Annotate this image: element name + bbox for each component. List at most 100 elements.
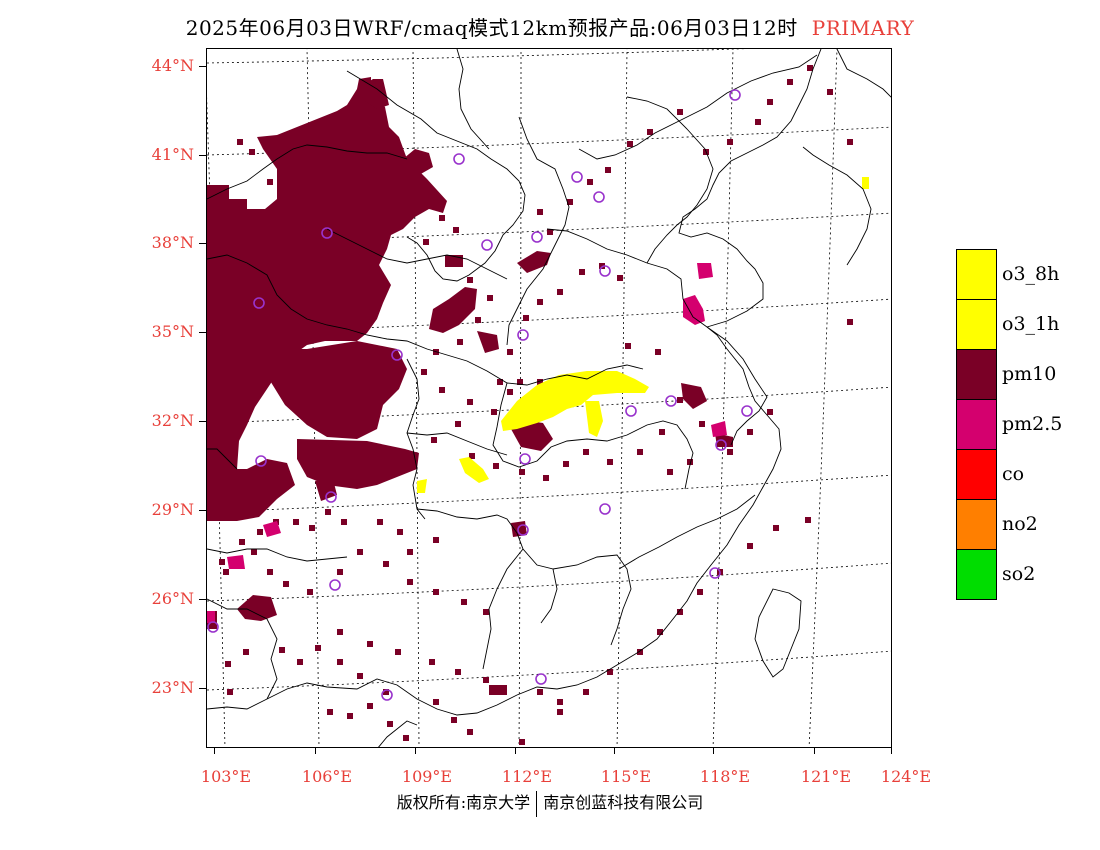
pm10-cell <box>455 669 461 675</box>
pm10-cell <box>657 629 663 635</box>
pm10-cell <box>337 629 343 635</box>
pm10-cell <box>557 289 563 295</box>
copyright-footer: 版权所有:南京大学 南京创蓝科技有限公司 <box>0 789 1100 817</box>
station-marker <box>535 673 547 685</box>
pm10-cell <box>461 599 467 605</box>
lat-label: 32°N <box>151 411 194 430</box>
pm10-cell <box>279 647 285 653</box>
border-line <box>378 720 418 747</box>
pm10-cell <box>239 539 245 545</box>
border-line <box>646 262 768 446</box>
map-title: 2025年06月03日WRF/cmaq模式12km预报产品:06月03日12时 P… <box>0 12 1100 41</box>
lon-label: 103°E <box>200 767 252 786</box>
pm10-cell <box>243 649 249 655</box>
pm10-cell <box>537 209 543 215</box>
pm10-cell <box>225 661 231 667</box>
pm10-cell <box>293 519 299 525</box>
pm10-cell <box>433 537 439 543</box>
pm10-cell <box>563 461 569 467</box>
lat-label: 38°N <box>151 233 194 252</box>
border-line <box>207 548 348 562</box>
border-line <box>456 49 490 150</box>
pm10-cell <box>727 139 733 145</box>
lat-label: 29°N <box>151 500 194 519</box>
border-line <box>552 554 632 646</box>
pm10-area <box>207 459 295 521</box>
pm10-cell <box>243 229 249 235</box>
station-marker <box>625 405 637 417</box>
pm10-cell <box>341 519 347 525</box>
station-marker <box>593 191 605 203</box>
legend-swatch <box>956 299 997 350</box>
border-line <box>207 254 508 384</box>
pm10-cell <box>497 379 503 385</box>
pm10-area <box>237 595 277 621</box>
pm10-cell <box>315 645 321 651</box>
pm10-cell <box>755 119 761 125</box>
o3-area <box>585 401 603 437</box>
station-marker <box>391 349 403 361</box>
pm10-cell <box>537 299 543 305</box>
pm10-cell <box>467 399 473 405</box>
station-marker <box>481 239 493 251</box>
legend-label: no2 <box>1002 513 1038 535</box>
lat-tick <box>199 421 206 422</box>
border-line <box>836 49 891 98</box>
lon-label: 106°E <box>301 767 353 786</box>
pm10-area <box>315 479 337 501</box>
pm10-cell <box>451 717 457 723</box>
lat-tick <box>199 688 206 689</box>
pm10-cell <box>557 699 563 705</box>
pm10-cell <box>579 269 585 275</box>
pm10-cell <box>395 649 401 655</box>
legend-label: o3_1h <box>1002 313 1060 335</box>
pm10-cell <box>457 339 463 345</box>
pm10-area <box>517 251 551 273</box>
border-line <box>326 228 508 280</box>
latitude-gridline <box>207 49 746 64</box>
pm10-cell <box>467 277 473 283</box>
pm25-area <box>711 421 727 437</box>
border-line <box>207 448 238 470</box>
map-frame <box>206 48 892 748</box>
border-line <box>546 228 648 264</box>
monitoring-stations <box>207 89 753 701</box>
pm10-cell <box>467 729 473 735</box>
lon-label: 109°E <box>401 767 453 786</box>
pm10-cell <box>537 689 543 695</box>
station-marker <box>253 297 265 309</box>
border-line <box>207 698 268 710</box>
pm10-cell <box>787 79 793 85</box>
border-line <box>754 588 802 678</box>
border-line <box>406 432 508 456</box>
station-marker <box>453 153 465 165</box>
station-marker <box>321 227 333 239</box>
pm10-cell <box>805 517 811 523</box>
lat-label: 26°N <box>151 589 194 608</box>
lon-label: 124°E <box>880 767 932 786</box>
o3-area <box>417 479 427 493</box>
o3-area <box>862 177 869 189</box>
pm10-cell <box>697 589 703 595</box>
lat-tick <box>199 243 206 244</box>
station-marker <box>519 453 531 465</box>
pm10-cell <box>677 397 683 403</box>
longitude-gridline <box>712 49 734 747</box>
legend-swatch <box>956 399 997 450</box>
pm10-cell <box>475 317 481 323</box>
pm10-cell <box>383 689 389 695</box>
legend-label: co <box>1002 463 1025 485</box>
station-marker <box>255 455 267 467</box>
pm10-cell <box>227 689 233 695</box>
lat-label: 41°N <box>151 145 194 164</box>
pm10-cell <box>377 519 383 525</box>
pm10-area <box>715 433 733 447</box>
latitude-gridline <box>207 650 891 691</box>
pm10-cell <box>283 581 289 587</box>
pm10-cell <box>827 89 833 95</box>
pm10-cell <box>439 387 445 393</box>
station-marker <box>531 231 543 243</box>
pm10-cell <box>617 275 623 281</box>
pm10-cell <box>599 263 605 269</box>
lon-tick <box>515 748 516 754</box>
